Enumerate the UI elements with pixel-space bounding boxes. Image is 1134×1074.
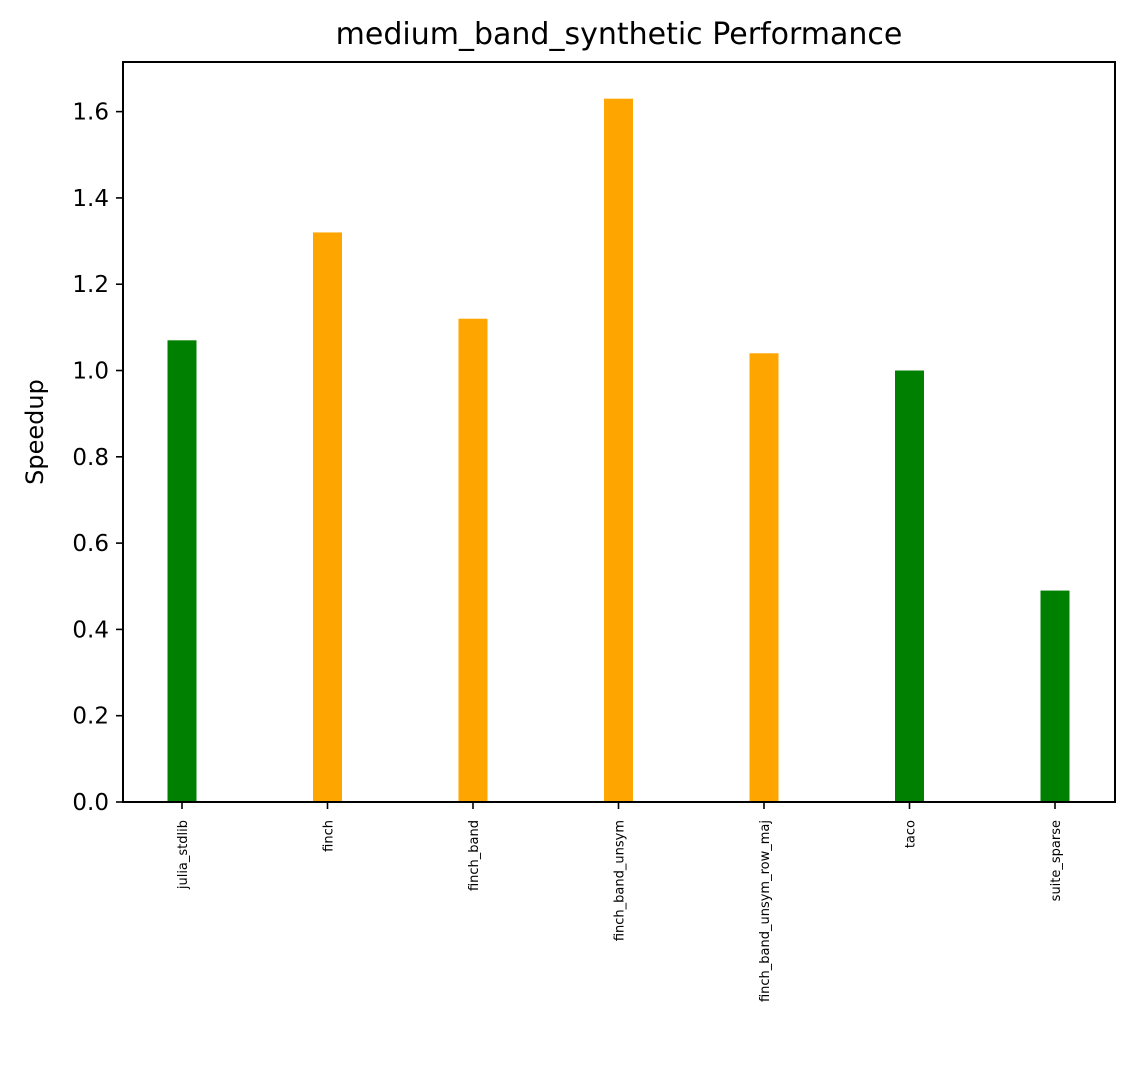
y-tick-label: 1.0 bbox=[72, 359, 109, 385]
x-axis: julia_stdlib finch finch_band finch_band_un… bbox=[176, 802, 1064, 1002]
bars-group bbox=[167, 98, 1070, 803]
bar-finch_band bbox=[458, 318, 488, 802]
x-tick-label: julia_stdlib bbox=[176, 820, 191, 890]
x-tick-label: finch bbox=[322, 820, 337, 852]
plot-area-frame bbox=[122, 61, 1116, 803]
y-tick-label: 0.8 bbox=[72, 445, 109, 471]
bar-finch bbox=[313, 232, 342, 802]
y-tick-label: 0.2 bbox=[72, 704, 109, 730]
bar-finch_band_unsym bbox=[604, 98, 633, 803]
bar-julia_stdlib bbox=[167, 340, 197, 802]
bar-finch_band_unsym_row_maj bbox=[749, 353, 779, 802]
y-tick-label: 1.6 bbox=[72, 100, 109, 126]
y-tick-label: 0.6 bbox=[72, 531, 109, 557]
x-tick-label: finch_band_unsym bbox=[613, 820, 628, 941]
chart-title: medium_band_synthetic Performance bbox=[336, 17, 903, 52]
bar-taco bbox=[895, 370, 924, 802]
x-tick-label: finch_band_unsym_row_maj bbox=[758, 820, 773, 1002]
y-tick-label: 0.4 bbox=[72, 617, 109, 643]
x-tick-label: taco bbox=[904, 820, 919, 848]
y-tick-label: 1.4 bbox=[72, 186, 109, 212]
y-tick-label: 0.0 bbox=[72, 790, 109, 816]
y-axis: 0.0 0.2 0.4 0.6 0.8 1.0 1.2 1.4 1.6 bbox=[72, 100, 123, 816]
y-tick-label: 1.2 bbox=[72, 272, 109, 298]
x-tick-label: finch_band bbox=[467, 820, 482, 891]
bar-suite_sparse bbox=[1040, 590, 1070, 802]
x-tick-label: suite_sparse bbox=[1049, 820, 1064, 901]
y-axis-label: Speedup bbox=[21, 379, 49, 485]
